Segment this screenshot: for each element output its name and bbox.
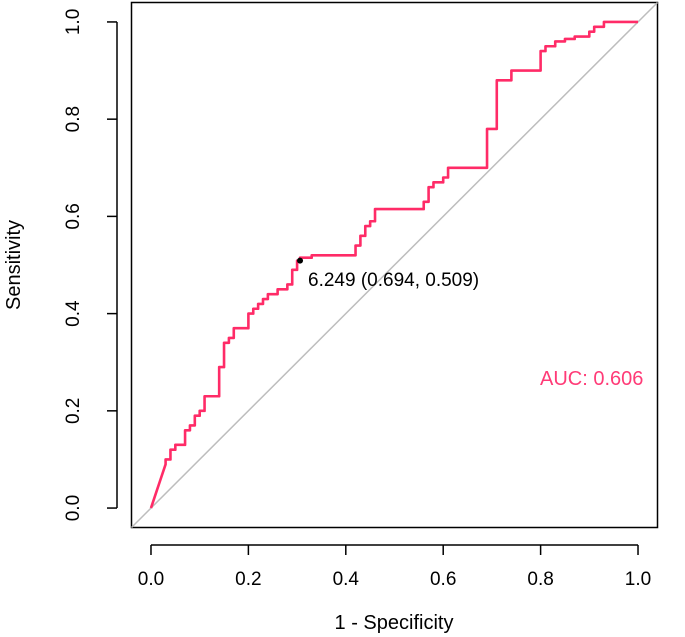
y-tick-label: 0.6: [63, 203, 84, 229]
y-tick-label: 1.0: [63, 9, 84, 35]
y-tick-label: 0.4: [63, 300, 84, 327]
x-tick-label: 0.8: [527, 569, 553, 590]
y-axis-title: Sensitivity: [3, 220, 25, 310]
x-tick-label: 1.0: [625, 569, 651, 590]
plot-frame: [130, 1, 659, 529]
x-tick-label: 0.2: [235, 569, 261, 590]
y-tick-label: 0.2: [63, 398, 84, 424]
reference-diagonal: [130, 1, 659, 529]
x-tick-label: 0.6: [430, 569, 456, 590]
auc-label: AUC: 0.606: [540, 368, 643, 390]
y-tick-label: 0.0: [63, 495, 84, 521]
x-tick-label: 0.4: [333, 569, 360, 590]
threshold-point: [297, 257, 304, 264]
x-axis: 0.0 0.2 0.4 0.6 0.8 1.0: [138, 544, 651, 590]
x-axis-title: 1 - Specificity: [335, 612, 454, 634]
y-axis: 0.0 0.2 0.4 0.6 0.8 1.0: [63, 9, 118, 521]
x-tick-label: 0.0: [138, 569, 164, 590]
threshold-label: 6.249 (0.694, 0.509): [308, 270, 479, 291]
y-tick-label: 0.8: [63, 106, 84, 132]
